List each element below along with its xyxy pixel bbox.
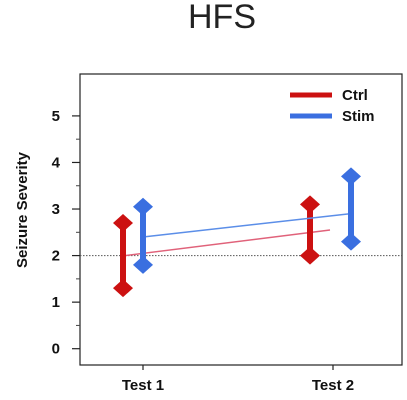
error-bar-cap-bottom (300, 246, 320, 265)
y-tick-label: 1 (52, 294, 60, 311)
error-bar-cap-top (133, 197, 153, 216)
y-tick-label: 5 (52, 108, 60, 125)
y-ticks: 0 1 2 3 4 5 (52, 108, 80, 358)
error-bar-cap-top (113, 213, 133, 232)
error-bar-cap-top (341, 167, 361, 186)
error-bar-cap-top (300, 195, 320, 214)
plot-area (79, 73, 403, 366)
x-tick-label: Test 2 (312, 377, 354, 394)
y-tick-label: 3 (52, 201, 60, 218)
series-stim (133, 167, 361, 274)
plot-frame (79, 73, 403, 366)
y-tick-label: 0 (52, 341, 60, 358)
x-tick-label: Test 1 (122, 377, 164, 394)
legend-label-stim: Stim (342, 108, 375, 125)
y-tick-label: 4 (52, 154, 61, 171)
chart-title: HFS (188, 0, 256, 36)
legend-label-ctrl: Ctrl (342, 87, 368, 104)
series-line (124, 229, 331, 257)
series-group (113, 167, 361, 298)
error-bar-cap-bottom (341, 232, 361, 251)
error-bar-cap-bottom (133, 255, 153, 274)
series-ctrl (113, 195, 331, 298)
series-line (142, 212, 352, 238)
y-tick-label: 2 (52, 248, 60, 265)
x-ticks: Test 1 Test 2 (122, 365, 354, 394)
y-axis-label: Seizure Severity (14, 151, 31, 268)
legend: Ctrl Stim (290, 87, 375, 125)
error-bar-cap-bottom (113, 279, 133, 298)
